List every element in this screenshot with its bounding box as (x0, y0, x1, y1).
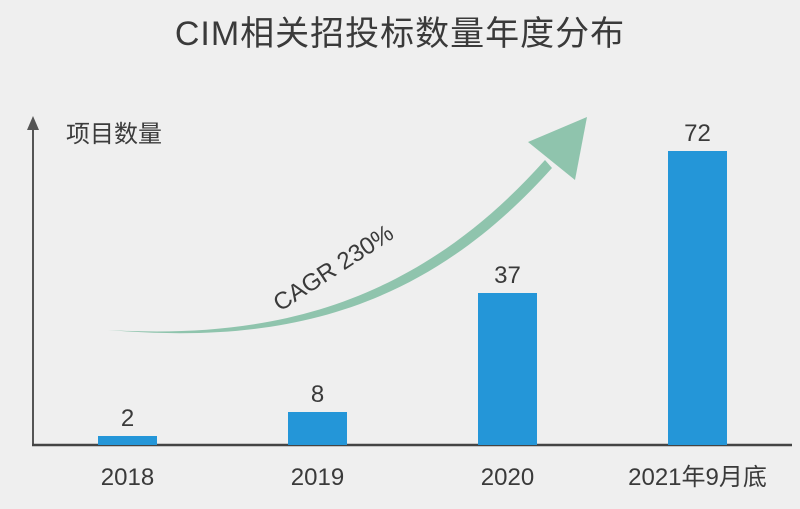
bar (478, 293, 537, 445)
bar (288, 412, 347, 445)
bar (668, 151, 727, 445)
bar-2020: 37 2020 (478, 262, 537, 491)
chart-title: CIM相关招投标数量年度分布 (174, 15, 626, 53)
bar-value: 8 (311, 381, 324, 408)
bar-value: 72 (684, 120, 711, 147)
bar-2018: 2 2018 (98, 405, 157, 491)
bar-value: 37 (494, 262, 521, 289)
bar-value: 2 (121, 405, 134, 432)
y-axis-arrow-icon (27, 116, 39, 130)
cagr-annotation: CAGR 230% (269, 220, 399, 317)
growth-arrow-shaft (108, 160, 552, 334)
bar-2019: 8 2019 (288, 381, 347, 491)
category-label: 2021年9月底 (628, 464, 767, 491)
bar (98, 436, 157, 445)
y-axis-label: 项目数量 (66, 121, 162, 148)
category-label: 2020 (481, 464, 534, 491)
growth-arrow-head-icon (528, 117, 587, 180)
category-label: 2018 (101, 464, 154, 491)
category-label: 2019 (291, 464, 344, 491)
bar-2021-sep: 72 2021年9月底 (628, 120, 767, 491)
